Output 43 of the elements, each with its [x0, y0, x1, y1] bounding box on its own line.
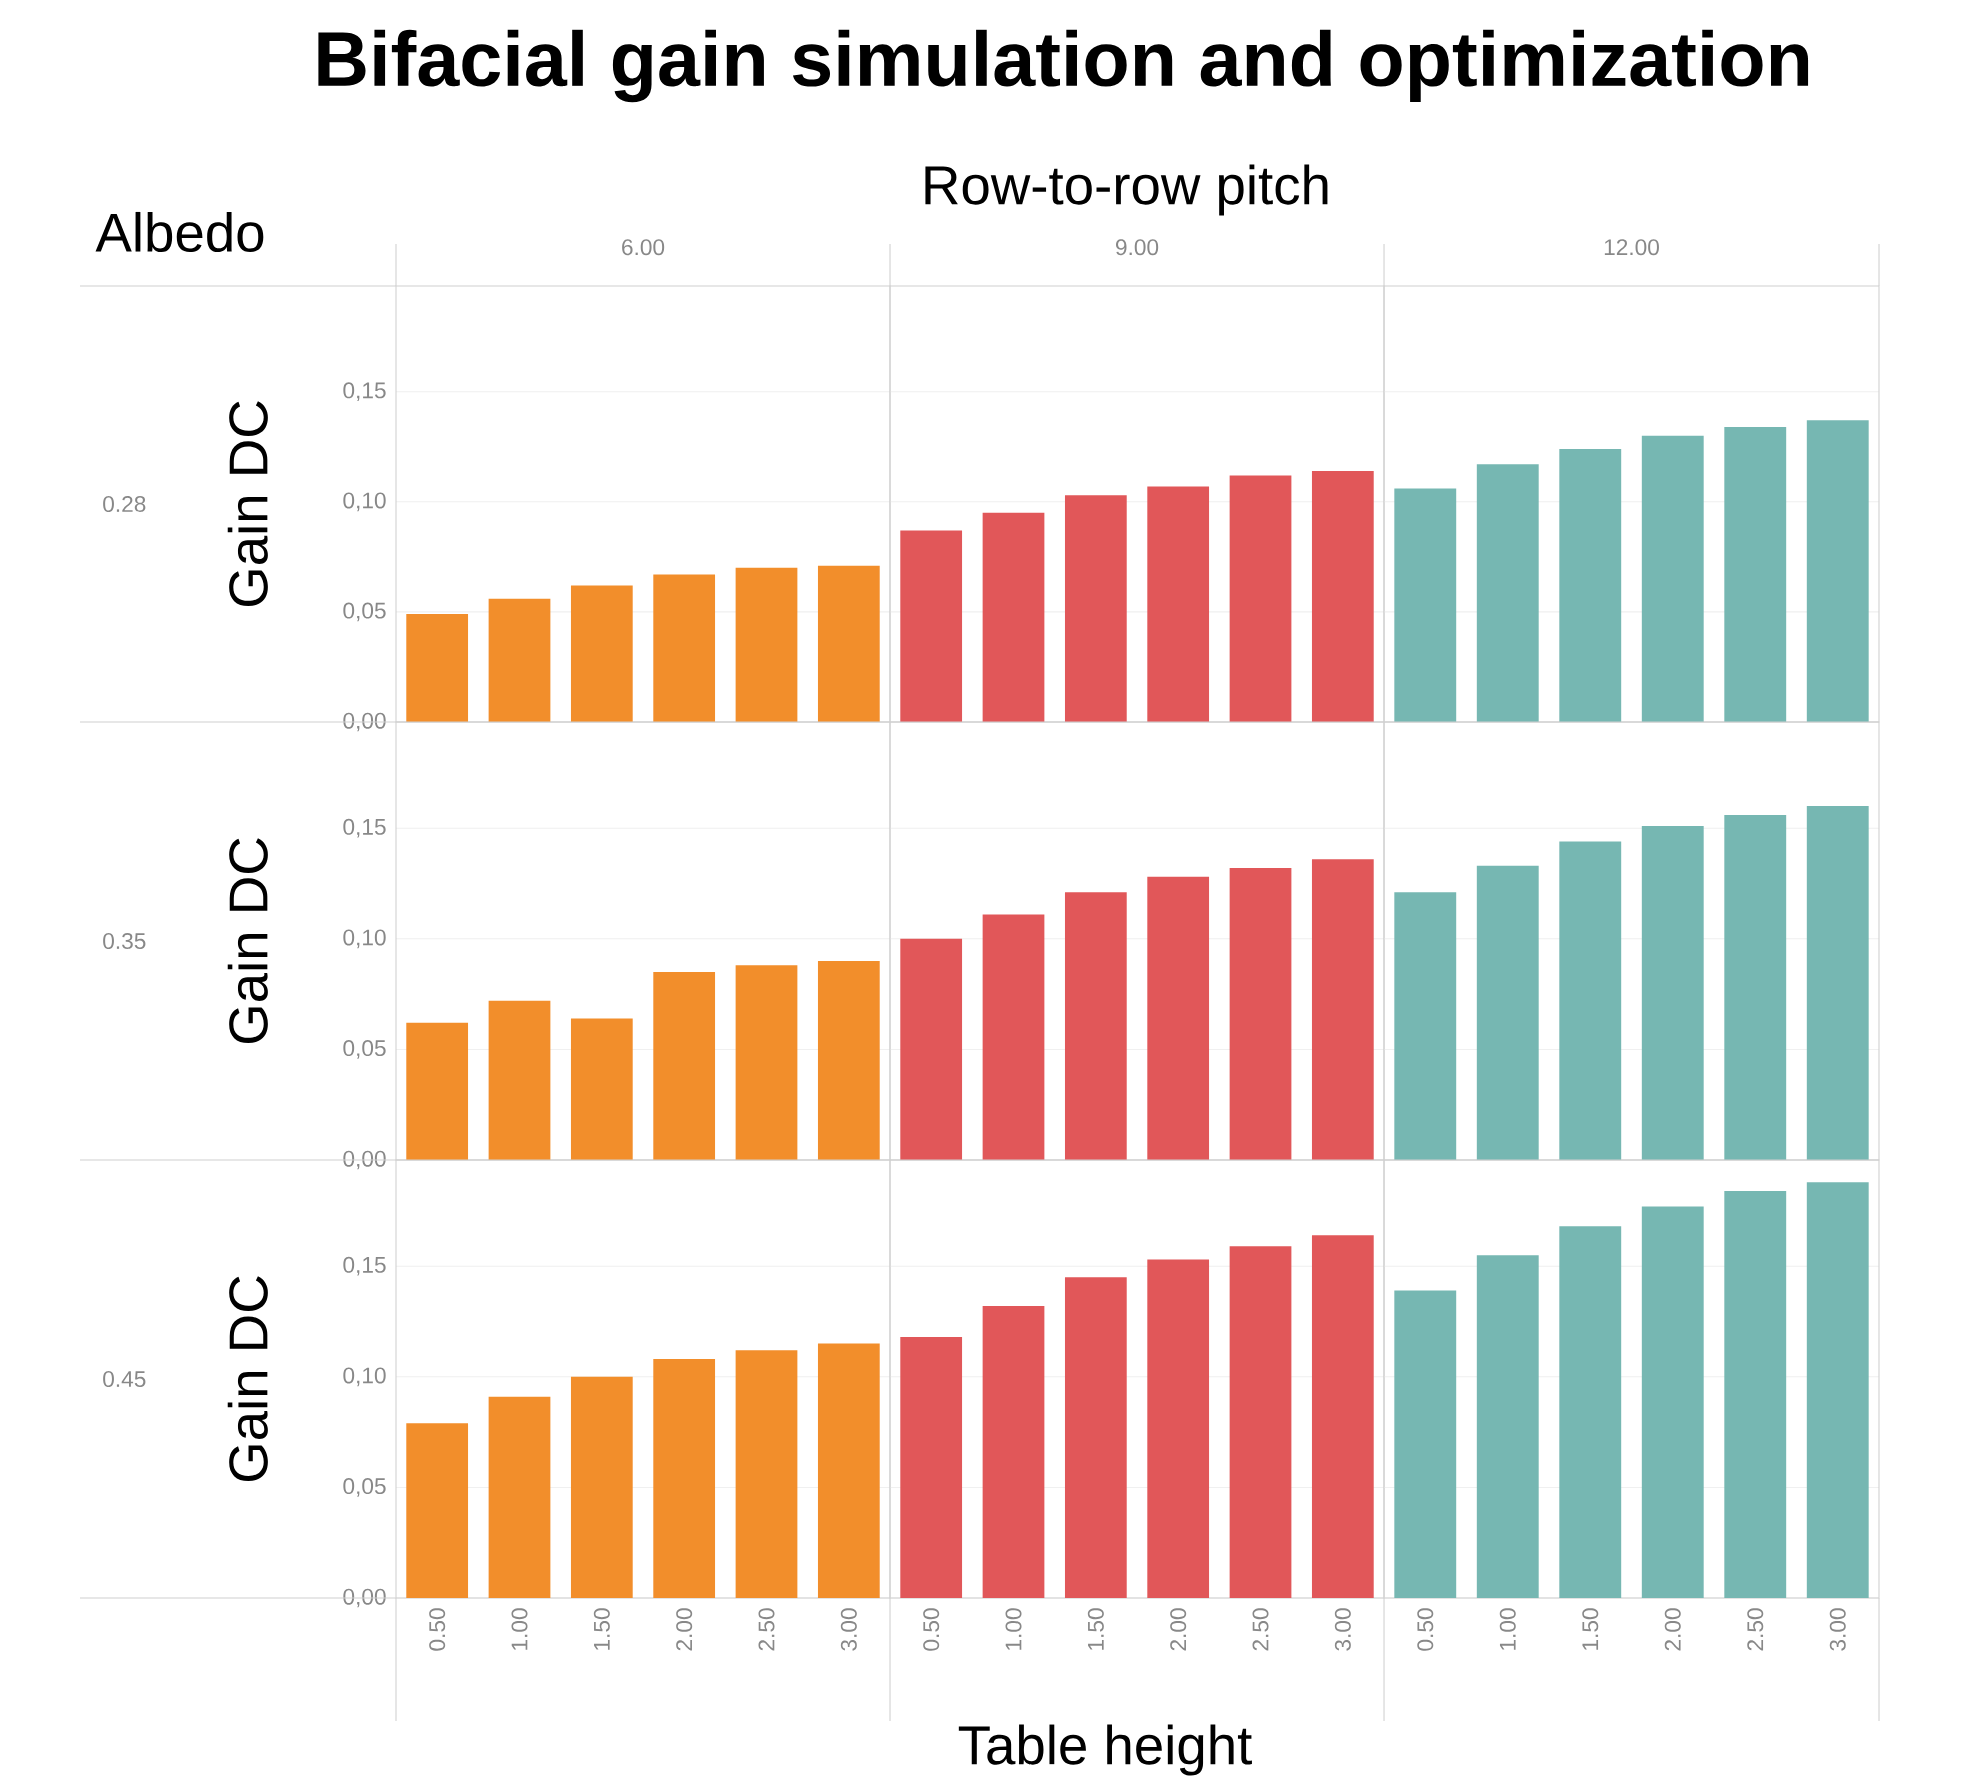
x-tick-label: 3.00 — [840, 1608, 857, 1651]
x-tick-label: 1.00 — [1005, 1608, 1022, 1650]
chart-title: 9.00 — [1116, 239, 1159, 256]
y-tick-label: 0,05 — [343, 1040, 386, 1059]
y-tick-label: 0,10 — [343, 929, 386, 949]
x-tick-label: 1.50 — [1087, 1608, 1104, 1650]
y-tick-label: 0,10 — [343, 1367, 386, 1387]
y-tick-label: 0,05 — [343, 1478, 386, 1497]
y-tick-label: 0,00 — [343, 1150, 386, 1170]
x-tick-label: 2.50 — [1747, 1608, 1764, 1651]
x-tick-label: 2.50 — [758, 1608, 775, 1651]
x-tick-label: 2.00 — [1664, 1608, 1681, 1651]
y-tick-label: 0,15 — [343, 1256, 386, 1276]
x-tick-label: 1.50 — [1582, 1608, 1599, 1650]
chart-title: 12.00 — [1604, 239, 1659, 256]
y-axis-title: Gain DC — [227, 401, 268, 607]
text: 0.35 — [103, 933, 146, 950]
y-tick-label: 0,15 — [343, 382, 386, 402]
text: Row-to-row pitch — [925, 164, 1328, 216]
text: Table height — [958, 1724, 1252, 1776]
text: 0.28 — [103, 496, 146, 513]
x-tick-label: 2.50 — [1252, 1608, 1269, 1651]
x-tick-label: 1.00 — [511, 1608, 528, 1650]
y-tick-label: 0,05 — [343, 602, 386, 622]
x-tick-label: 2.00 — [1170, 1608, 1187, 1651]
y-tick-label: 0,15 — [343, 818, 386, 838]
y-tick-label: 0,00 — [343, 712, 386, 732]
x-tick-label: 1.50 — [593, 1608, 610, 1650]
x-tick-label: 0.50 — [429, 1608, 446, 1651]
chart-title: 6.00 — [622, 239, 665, 256]
y-axis-title: Gain DC — [227, 838, 268, 1044]
x-tick-label: 3.00 — [1829, 1608, 1846, 1651]
text: 0.45 — [103, 1371, 146, 1388]
y-tick-label: 0,10 — [343, 492, 386, 512]
text: Bifacial gain simulation and optimization — [318, 29, 1809, 103]
x-tick-label: 0.50 — [1417, 1608, 1434, 1651]
y-tick-label: 0,00 — [343, 1588, 386, 1608]
text: Albedo — [95, 211, 264, 253]
x-tick-label: 1.00 — [1499, 1608, 1516, 1650]
x-tick-label: 2.00 — [676, 1608, 693, 1651]
x-tick-label: 0.50 — [923, 1608, 940, 1651]
x-tick-label: 3.00 — [1334, 1608, 1351, 1651]
y-axis-title: Gain DC — [227, 1276, 268, 1482]
